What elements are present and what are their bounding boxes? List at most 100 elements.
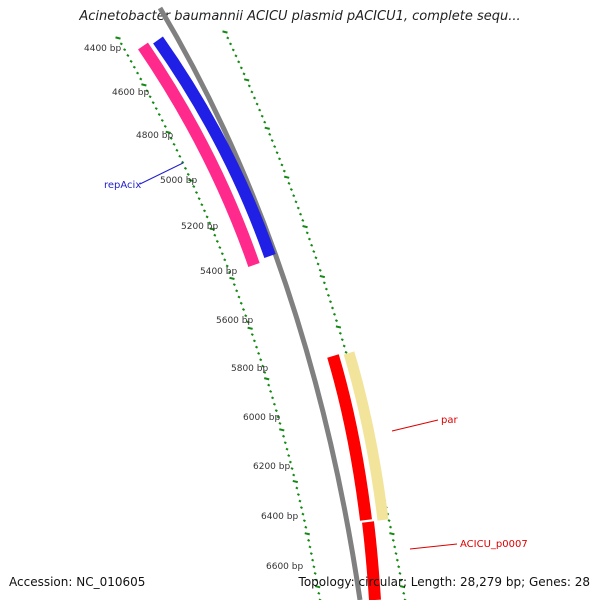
scale-tick-outer [402,591,406,595]
scale-tick-outer [342,344,346,348]
scale-tick-inner [304,532,310,536]
scale-label-6600: 6600 bp [266,562,303,572]
scale-tick-inner [205,215,209,219]
scale-tick-inner [317,591,321,595]
feature-ACICU_p0007-cont [362,521,381,600]
gene-label-repAcix: repAcix [104,180,141,191]
scale-tick-outer [296,206,300,210]
scale-tick-inner [271,396,275,400]
scale-tick-inner [302,519,306,523]
scale-tick-outer [239,66,243,70]
scale-tick-outer [395,558,399,562]
scale-tick-outer [263,120,267,124]
scale-tick-outer [397,565,401,569]
scale-tick-outer [283,175,290,179]
scale-label-6400: 6400 bp [261,512,298,522]
scale-tick-outer [338,331,342,335]
scale-tick-inner [194,191,199,195]
scale-tick-outer [399,578,403,582]
scale-tick-inner [278,421,282,425]
scale-tick-inner [202,209,207,213]
scale-tick-inner [237,295,241,299]
gene-label-ACICU_p0007: ACICU_p0007 [460,539,528,550]
scale-tick-inner [246,320,250,324]
scale-tick-outer [344,350,348,354]
scale-tick-inner [232,283,236,287]
scale-tick-inner [292,473,296,477]
scale-label-5800: 5800 bp [231,364,268,374]
scale-tick-outer [231,48,235,52]
scale-tick-outer [324,287,328,291]
scale-tick-inner [255,345,259,349]
scale-label-6200: 6200 bp [253,462,290,472]
scale-tick-outer [289,188,293,191]
scale-tick-outer [226,36,230,40]
scale-tick-outer [340,338,344,342]
scale-tick-outer [334,319,338,323]
scale-tick-outer [299,212,303,216]
scale-tick-inner [178,154,182,158]
scale-tick-inner [244,314,248,318]
scale-tick-outer [229,42,233,46]
scale-tick-outer [280,163,284,167]
scale-tick-inner [304,525,308,529]
scale-tick-outer [335,325,342,329]
scale-tick-outer [234,54,238,58]
scale-tick-outer [328,300,333,304]
scale-tick-inner [197,197,201,201]
scale-tick-outer [222,30,228,34]
scale-tick-outer [388,525,393,529]
scale-tick-outer [398,571,402,575]
leader-line-ACICU_p0007 [409,543,458,550]
scale-tick-outer [332,312,337,316]
scale-tick-inner [311,558,315,562]
scale-tick-outer [391,538,395,542]
scale-tick-outer [307,237,311,241]
scale-tick-inner [188,178,194,183]
scale-tick-outer [316,262,320,266]
scale-tick-labels: 4400 bp 4600 bp 4800 bp 5000 bp 5200 bp 5400 … [84,44,303,572]
feature-repAcix [138,42,260,267]
scale-tick-inner [257,351,261,355]
scale-tick-inner [313,571,317,575]
scale-tick-inner [252,339,256,343]
scale-tick-outer [394,552,398,555]
scale-tick-outer [247,84,251,88]
scale-tick-outer [314,256,318,260]
scale-tick-outer [387,519,391,523]
scale-tick-inner [223,258,227,262]
scale-tick-inner [263,377,270,381]
scale-tick-inner [282,434,286,438]
scale-tick-inner [213,233,217,237]
scale-tick-inner [312,565,316,569]
scale-tick-inner [296,493,300,496]
scale-tick-outer [250,90,254,94]
scale-tick-inner [209,227,216,231]
scale-tick-outer [389,532,395,536]
scale-tick-inner [241,308,246,311]
scale-tick-inner [292,479,299,484]
scale-tick-inner [163,124,167,128]
scale-tick-inner [115,36,121,40]
map-title: Acinetobacter baumannii ACICU plasmid pA… [79,9,521,24]
scale-tick-inner [141,83,147,87]
scale-tick-outer [326,293,330,297]
scale-tick-inner [239,301,243,305]
scale-tick-inner [247,326,253,330]
scale-tick-inner [299,506,303,510]
scale-label-4600: 4600 bp [112,88,149,98]
scale-tick-inner [308,545,312,549]
scale-tick-inner [309,552,313,556]
scale-tick-inner [208,221,212,225]
scale-tick-inner [290,467,294,471]
scale-tick-inner [123,48,127,52]
scale-tick-inner [229,276,235,280]
scale-tick-outer [305,231,309,235]
scale-tick-outer [264,126,270,130]
feature-ACICU_p0007 [327,354,372,521]
scale-tick-inner [314,578,318,582]
scale-tick-inner [186,172,190,176]
scale-tick-inner [272,402,276,406]
scale-tick-inner [132,65,136,69]
scale-tick-inner [119,42,123,46]
